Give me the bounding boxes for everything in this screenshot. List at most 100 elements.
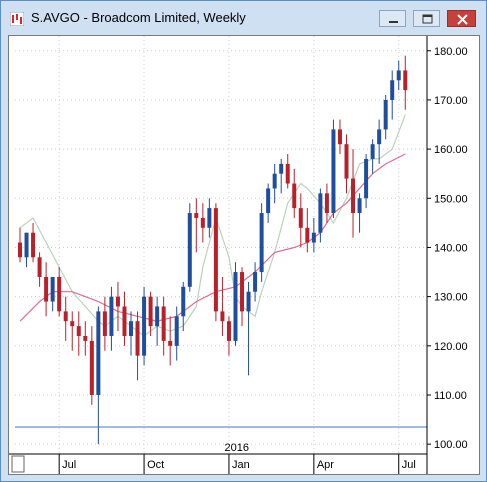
y-tick-label-1: 170.00 xyxy=(434,95,468,107)
candle-body-40 xyxy=(279,163,284,174)
y-tick-label-2: 160.00 xyxy=(434,144,468,156)
candle-body-38 xyxy=(266,188,271,214)
candle-48 xyxy=(331,119,336,218)
candlestick-chart[interactable]: 180.00 170.00 160.00 150.00 140.00 130.00 120.… xyxy=(9,36,479,474)
candle-body-32 xyxy=(226,321,231,341)
candle-body-11 xyxy=(89,340,94,395)
candle-59 xyxy=(403,55,408,110)
candle-body-47 xyxy=(324,193,329,214)
candle-55 xyxy=(377,119,382,164)
candle-body-15 xyxy=(115,296,120,307)
candle-body-52 xyxy=(357,198,362,214)
scroll-handle[interactable] xyxy=(11,455,25,473)
candle-body-16 xyxy=(122,306,127,336)
minimize-icon xyxy=(389,21,398,23)
close-icon xyxy=(457,14,468,25)
candle-56 xyxy=(383,95,388,140)
candle-1 xyxy=(24,232,29,268)
candle-16 xyxy=(122,291,127,346)
candle-body-59 xyxy=(403,70,408,91)
candle-body-54 xyxy=(370,144,375,159)
candle-body-24 xyxy=(174,316,179,346)
candle-body-0 xyxy=(18,242,22,258)
y-tick-label-3: 150.00 xyxy=(434,193,468,205)
candle-body-6 xyxy=(57,276,62,312)
chart-area[interactable]: 180.00 170.00 160.00 150.00 140.00 130.00 120.… xyxy=(8,35,480,475)
candle-25 xyxy=(181,281,186,332)
candle-body-42 xyxy=(292,183,297,209)
candle-body-7 xyxy=(63,311,68,322)
candle-body-33 xyxy=(233,272,238,341)
candle-body-20 xyxy=(148,296,153,327)
candle-body-31 xyxy=(220,311,225,322)
title-bar[interactable]: S.AVGO - Broadcom Limited, Weekly xyxy=(1,1,486,35)
x-tick-label-2: Jan xyxy=(232,459,250,471)
candle-body-50 xyxy=(344,144,349,179)
candle-body-14 xyxy=(109,296,114,336)
candle-20 xyxy=(148,291,153,336)
candle-5 xyxy=(50,276,55,312)
x-tick-label-4: Jul xyxy=(402,459,416,471)
candle-7 xyxy=(63,296,68,341)
candle-52 xyxy=(357,193,362,233)
x-tick-label-3: Apr xyxy=(317,459,334,471)
y-tick-label-4: 140.00 xyxy=(434,242,468,254)
candle-14 xyxy=(109,286,114,351)
candle-body-58 xyxy=(396,70,401,81)
candle-12 xyxy=(96,306,101,445)
candle-53 xyxy=(364,154,369,209)
maximize-button[interactable] xyxy=(413,10,440,27)
candle-38 xyxy=(266,183,271,223)
maximize-icon xyxy=(422,14,433,24)
candle-body-18 xyxy=(135,321,140,356)
candle-body-10 xyxy=(83,335,88,341)
candle-41 xyxy=(285,154,290,189)
candle-35 xyxy=(246,281,251,376)
candle-22 xyxy=(161,296,166,356)
candle-8 xyxy=(70,311,75,351)
candle-body-35 xyxy=(246,291,251,312)
candle-32 xyxy=(226,316,231,356)
candle-58 xyxy=(396,60,401,91)
candle-10 xyxy=(83,321,88,356)
candle-body-51 xyxy=(351,178,356,214)
candle-2 xyxy=(31,222,36,263)
minimize-button[interactable] xyxy=(379,10,406,27)
candle-body-39 xyxy=(272,173,277,189)
candle-body-37 xyxy=(259,213,264,273)
candle-body-9 xyxy=(76,326,81,336)
candle-46 xyxy=(318,188,323,243)
candle-body-23 xyxy=(168,340,173,346)
candle-body-36 xyxy=(253,272,258,292)
x-tick-label-0: Jul xyxy=(62,459,76,471)
candle-body-13 xyxy=(102,311,107,336)
candle-body-46 xyxy=(318,193,323,233)
candle-body-30 xyxy=(213,208,218,312)
candle-19 xyxy=(142,286,147,366)
candle-body-27 xyxy=(194,213,199,218)
candle-body-21 xyxy=(155,306,160,327)
candle-39 xyxy=(272,163,277,204)
x-tick-label-1: Oct xyxy=(147,459,164,471)
y-tick-label-8: 100.00 xyxy=(434,439,468,451)
candle-50 xyxy=(344,134,349,194)
candle-body-56 xyxy=(383,99,388,130)
ma-fast-line xyxy=(19,114,406,337)
candle-28 xyxy=(200,203,205,243)
candle-42 xyxy=(292,168,297,218)
candle-45 xyxy=(311,217,316,253)
candle-37 xyxy=(259,203,264,282)
candle-body-41 xyxy=(285,163,290,184)
candle-27 xyxy=(194,198,199,253)
candle-4 xyxy=(44,262,49,317)
candle-body-22 xyxy=(161,306,166,341)
close-button[interactable] xyxy=(447,10,476,27)
candle-15 xyxy=(115,281,120,332)
candle-23 xyxy=(168,316,173,366)
candle-26 xyxy=(187,203,192,292)
candle-body-34 xyxy=(240,272,245,312)
candle-body-3 xyxy=(37,257,42,277)
candle-31 xyxy=(220,276,225,336)
candle-44 xyxy=(305,208,310,253)
